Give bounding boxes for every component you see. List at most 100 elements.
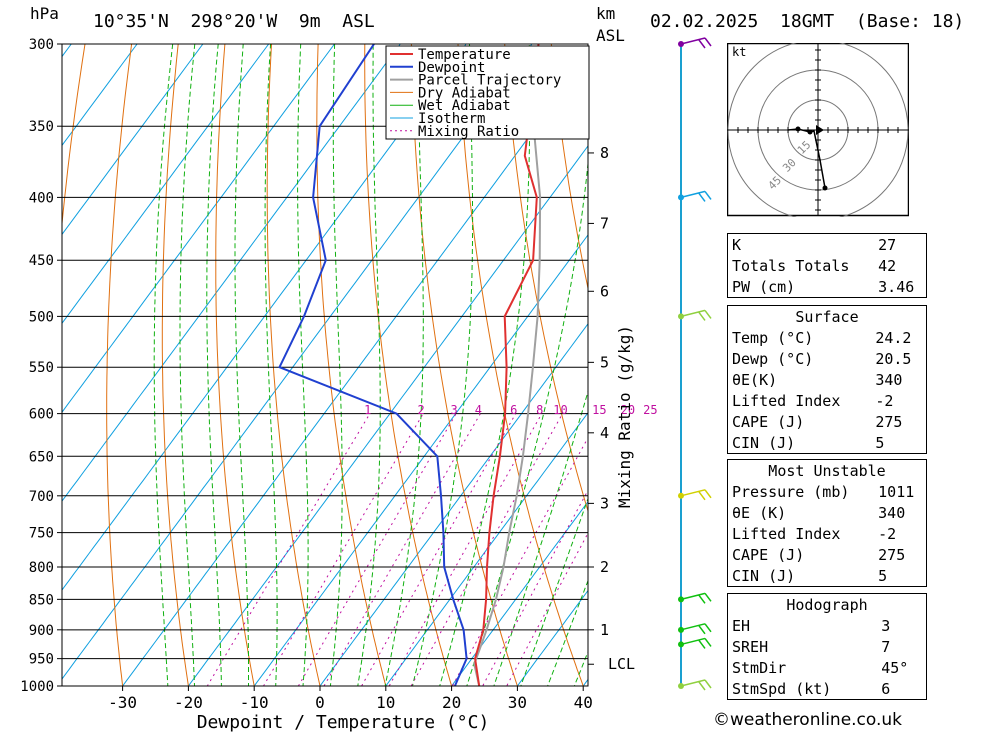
- hodograph-point: [807, 129, 813, 135]
- wet-adiabat: [234, 44, 249, 686]
- mixing-ratio-label: 8: [536, 403, 543, 417]
- mixing-ratio-label: 4: [475, 403, 482, 417]
- isotherm-line: [630, 7, 720, 712]
- legend-label: Dewpoint: [418, 60, 485, 76]
- x-tick-label: 10: [376, 693, 395, 712]
- surface-dewp-label: Dewp (°C): [732, 349, 814, 368]
- pressure-tick-label: 700: [29, 489, 54, 505]
- surface-theta: 340: [875, 370, 903, 389]
- legend-label: Parcel Trajectory: [418, 73, 561, 89]
- pressure-tick-label: 950: [29, 652, 54, 668]
- dry-adiabat: [640, 7, 720, 712]
- pressure-tick-label: 850: [29, 592, 54, 608]
- isotherm-line: [516, 589, 588, 686]
- dry-adiabat: [62, 44, 86, 229]
- km-tick-label: 5: [600, 353, 609, 371]
- surface-cape-label: CAPE (J): [732, 412, 805, 431]
- wet-adiabat: [520, 497, 588, 686]
- mixing-ratio-label: 25: [643, 403, 657, 417]
- x-tick-label: 30: [508, 693, 527, 712]
- dry-adiabat: [550, 44, 588, 291]
- pressure-tick-label: 400: [29, 190, 54, 206]
- k-value: 27: [878, 235, 897, 254]
- legend-label: Dry Adiabat: [418, 85, 511, 101]
- dry-adiabat: [457, 44, 584, 686]
- hodograph-point: [795, 126, 801, 132]
- pressure-tick-label: 450: [29, 253, 54, 269]
- surface-dewp: 20.5: [875, 349, 912, 368]
- wet-adiabat: [411, 44, 474, 686]
- isotherm-line: [62, 44, 401, 502]
- wind-barb: [680, 623, 712, 635]
- isotherm-line: [62, 44, 336, 414]
- mu-cin-label: CIN (J): [732, 566, 796, 585]
- km-tick-label: 4: [600, 424, 609, 442]
- mu-title: Most Unstable: [768, 461, 886, 480]
- mixing-ratio-line: [262, 413, 424, 686]
- indices-table: K 27 Totals Totals 42 PW (cm) 3.46: [727, 233, 927, 298]
- wet-adiabat: [493, 389, 588, 686]
- mu-li: -2: [878, 524, 897, 543]
- dry-adiabat: [266, 44, 321, 686]
- location-title: 10°35'N 298°20'W 9m ASL: [93, 11, 375, 32]
- mixing-ratio-label: 20: [621, 403, 635, 417]
- isotherm-line: [450, 500, 588, 686]
- legend-label: Mixing Ratio: [418, 124, 519, 140]
- pressure-tick-label: 350: [29, 119, 54, 135]
- mu-theta: 340: [878, 503, 906, 522]
- surface-title: Surface: [795, 307, 859, 326]
- wind-barb: [680, 592, 712, 604]
- x-axis-label: Dewpoint / Temperature (°C): [197, 712, 490, 733]
- wet-adiabat: [384, 44, 424, 686]
- hodo-title: Hodograph: [786, 595, 868, 614]
- wind-barb: [680, 489, 712, 501]
- isotherm-line: [62, 44, 204, 236]
- dewpoint-profile: [278, 44, 468, 686]
- dry-adiabat: [364, 44, 453, 686]
- wet-adiabat: [547, 579, 588, 686]
- credit-text[interactable]: ©weatheronline.co.uk: [713, 710, 903, 730]
- tt-label: Totals Totals: [732, 256, 850, 275]
- dry-adiabat: [685, 7, 720, 712]
- km-tick-label: 8: [600, 144, 609, 162]
- temperature-profile: [474, 44, 540, 686]
- dry-adiabat: [161, 44, 189, 686]
- surface-cin: 5: [875, 433, 885, 452]
- tt-value: 42: [878, 256, 897, 275]
- wet-adiabat: [206, 44, 222, 686]
- surface-theta-label: θE(K): [732, 370, 778, 389]
- wet-adiabat: [439, 44, 531, 686]
- mu-theta-label: θE (K): [732, 503, 787, 522]
- km-tick-label: 7: [600, 214, 609, 232]
- mu-pres: 1011: [878, 482, 915, 501]
- stmdir-label: StmDir: [732, 658, 787, 677]
- x-tick-label: 40: [574, 693, 593, 712]
- mixing-ratio-label: 3: [450, 403, 457, 417]
- mu-cape-label: CAPE (J): [732, 545, 805, 564]
- dry-adiabat: [410, 44, 518, 686]
- pressure-tick-label: 300: [29, 37, 54, 53]
- mixing-ratio-line: [506, 532, 588, 686]
- eh-label: EH: [732, 616, 751, 635]
- isotherm-line: [187, 145, 588, 686]
- dry-adiabat: [594, 7, 720, 712]
- unit-asl: ASL: [596, 26, 625, 45]
- hodograph-point: [822, 185, 828, 191]
- mixing-ratio-label: 6: [510, 403, 517, 417]
- mixing-ratio-line: [482, 489, 588, 686]
- mu-pres-label: Pressure (mb): [732, 482, 850, 501]
- pressure-tick-label: 1000: [20, 679, 54, 695]
- stmspd-label: StmSpd (kt): [732, 679, 832, 698]
- mixing-ratio-line: [297, 413, 457, 686]
- mu-cin: 5: [878, 566, 888, 585]
- surface-temp: 24.2: [875, 328, 912, 347]
- sreh-value: 7: [881, 637, 891, 656]
- mu-cape: 275: [878, 545, 906, 564]
- mixing-ratio-label: 15: [592, 403, 606, 417]
- sreh-label: SREH: [732, 637, 769, 656]
- km-tick-label: 6: [600, 282, 609, 300]
- wet-adiabat: [357, 44, 381, 686]
- parcel-trajectory: [473, 61, 542, 686]
- mixing-ratio-axis-label: Mixing Ratio (g/kg): [615, 325, 634, 508]
